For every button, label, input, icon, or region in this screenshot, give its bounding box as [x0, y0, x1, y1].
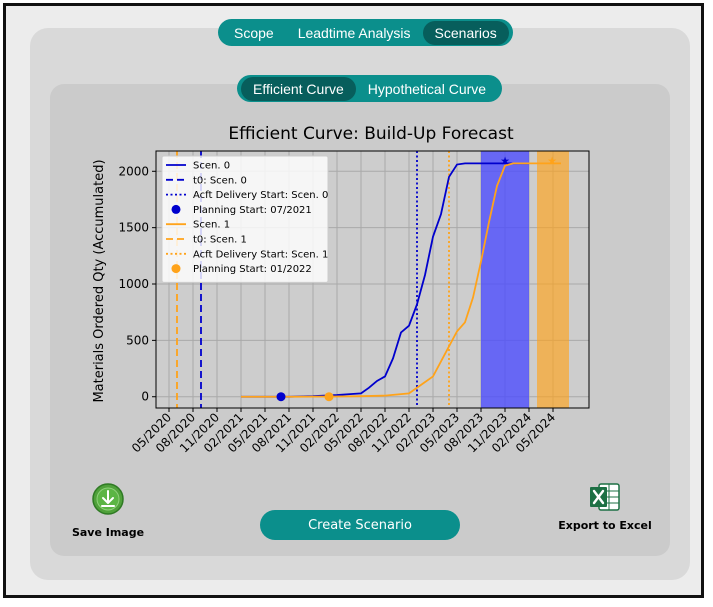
top-navigation: Scope Leadtime Analysis Scenarios [218, 19, 513, 46]
legend-entry-label: Acft Delivery Start: Scen. 1 [193, 249, 328, 260]
series-line-0 [241, 162, 529, 398]
band-star-marker: ★ [500, 154, 510, 167]
planning-start-point-0 [276, 392, 286, 402]
forecast-band [481, 151, 529, 408]
planning-start-point-1 [324, 392, 334, 402]
forecast-band [537, 151, 569, 408]
legend-swatch [171, 204, 181, 214]
tab-hypothetical-curve[interactable]: Hypothetical Curve [367, 80, 487, 97]
legend-entry-label: Planning Start: 07/2021 [193, 205, 312, 216]
y-tick-label: 0 [141, 390, 149, 404]
chart-title: Efficient Curve: Build-Up Forecast [228, 124, 514, 144]
app-frame: Scope Leadtime Analysis Scenarios Effici… [3, 3, 704, 598]
save-image-label: Save Image [71, 526, 145, 539]
tab-scope[interactable]: Scope [234, 24, 274, 41]
legend-entry-label: t0: Scen. 0 [193, 175, 247, 186]
tab-leadtime-analysis[interactable]: Leadtime Analysis [297, 24, 411, 41]
series-line-1 [241, 162, 561, 398]
y-tick-label: 1500 [118, 221, 149, 235]
export-excel-label: Export to Excel [558, 519, 652, 532]
download-icon[interactable] [91, 482, 125, 516]
tab-efficient-curve[interactable]: Efficient Curve [241, 76, 356, 101]
legend-entry-label: Acft Delivery Start: Scen. 0 [193, 190, 328, 201]
legend-box [161, 155, 329, 283]
legend-entry-label: t0: Scen. 1 [193, 235, 247, 246]
build-up-forecast-chart: Efficient Curve: Build-Up Forecast Mater… [92, 124, 590, 455]
legend-entry-label: Scen. 1 [193, 220, 230, 231]
tab-scenarios[interactable]: Scenarios [422, 20, 509, 45]
chart-legend: Scen. 0 t0: Scen. 0 Acft Delivery Start: S… [161, 155, 329, 283]
curve-navigation: Efficient Curve Hypothetical Curve [237, 75, 503, 102]
y-tick-label: 500 [126, 333, 149, 347]
band-star-marker: ★ [547, 154, 557, 167]
plot-frame [155, 150, 590, 409]
y-tick-label: 1000 [118, 277, 149, 291]
plot-area: 05/202008/202011/202002/202105/202108/20… [118, 150, 590, 455]
create-scenario-button[interactable]: Create Scenario [260, 510, 460, 540]
save-image-action[interactable]: Save Image [68, 482, 148, 539]
export-excel-action[interactable]: Export to Excel [557, 482, 653, 532]
legend-entry-label: Planning Start: 01/2022 [193, 264, 312, 275]
chart-y-axis-label: Materials Ordered Qty (Accumulated) [92, 159, 107, 402]
legend-entry-label: Scen. 0 [193, 161, 230, 172]
y-tick-label: 2000 [118, 164, 149, 178]
legend-swatch [171, 264, 181, 274]
excel-icon[interactable] [589, 482, 621, 512]
